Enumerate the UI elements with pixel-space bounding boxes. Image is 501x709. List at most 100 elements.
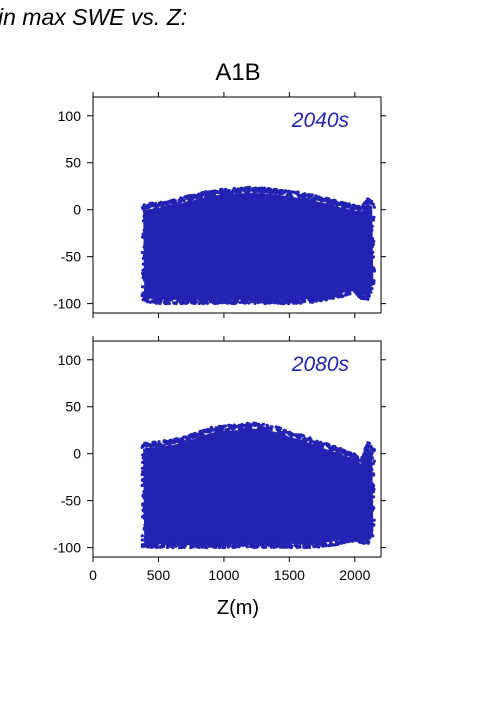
scatter-point bbox=[182, 199, 186, 203]
scatter-point bbox=[348, 203, 352, 207]
scatter-point bbox=[263, 186, 267, 191]
scatter-point bbox=[212, 189, 217, 193]
scatter-point bbox=[335, 203, 339, 207]
scatter-point bbox=[330, 296, 334, 300]
scatter-point bbox=[246, 188, 250, 192]
scatter-point bbox=[274, 191, 278, 195]
scatter-point bbox=[141, 291, 145, 295]
scatter-point bbox=[311, 300, 315, 304]
scatter-point bbox=[203, 300, 207, 305]
scatter-point bbox=[189, 300, 194, 304]
period-label: 2040s bbox=[291, 109, 350, 132]
y-tick-label: -50 bbox=[61, 493, 81, 509]
scatter-point bbox=[362, 295, 366, 299]
scatter-point bbox=[296, 190, 300, 194]
x-tick-label: 1500 bbox=[274, 567, 305, 583]
scatter-point bbox=[307, 196, 311, 200]
scatter-point bbox=[309, 193, 313, 197]
scatter-points bbox=[140, 421, 376, 550]
scatter-point bbox=[344, 202, 348, 206]
scatter-point bbox=[260, 189, 264, 193]
scatter-point bbox=[296, 299, 300, 304]
scatter-point bbox=[208, 300, 213, 304]
scatter-point bbox=[370, 287, 374, 291]
scatter-point bbox=[147, 205, 151, 209]
y-tick-label: -50 bbox=[61, 249, 81, 265]
scatter-point bbox=[266, 189, 270, 193]
scatter-point bbox=[326, 197, 330, 201]
scatter-point bbox=[313, 299, 317, 303]
scatter-point bbox=[232, 301, 236, 305]
scatter-point bbox=[179, 196, 183, 200]
scatter-point bbox=[372, 459, 376, 463]
scatter-point bbox=[257, 190, 261, 194]
scatter-point bbox=[140, 285, 145, 289]
scatter-point bbox=[185, 301, 190, 305]
scatter-point bbox=[372, 205, 376, 209]
scatter-point bbox=[328, 199, 332, 203]
scatter-point bbox=[249, 299, 253, 303]
scatter-point bbox=[167, 301, 171, 306]
scatter-point bbox=[331, 199, 336, 203]
scatter-point bbox=[286, 301, 290, 305]
scatter-point bbox=[301, 192, 305, 197]
scatter-point bbox=[223, 300, 228, 304]
scatter-point bbox=[358, 295, 362, 299]
scatter-point bbox=[340, 293, 344, 297]
page-title: in max SWE vs. Z: bbox=[0, 4, 188, 30]
x-tick-label: 1000 bbox=[208, 567, 239, 583]
scatter-point bbox=[280, 301, 284, 305]
scatter-point bbox=[339, 200, 343, 205]
scatter-point bbox=[142, 203, 146, 207]
scatter-point bbox=[185, 196, 189, 200]
scatter-point bbox=[205, 193, 209, 197]
scatter-point bbox=[314, 197, 318, 201]
scatter-point bbox=[191, 197, 195, 201]
scatter-point bbox=[283, 189, 287, 193]
scatter-point bbox=[257, 186, 261, 190]
y-tick-label: 0 bbox=[73, 446, 81, 462]
y-tick-label: -100 bbox=[53, 296, 81, 312]
scatter-point bbox=[263, 299, 267, 303]
scatter-point bbox=[232, 186, 236, 190]
scatter-point bbox=[371, 218, 376, 222]
scatter-point bbox=[273, 301, 277, 305]
scenario-title: A1B bbox=[215, 59, 260, 86]
scatter-point bbox=[155, 203, 159, 207]
scatter-point bbox=[172, 301, 176, 305]
scatter-points bbox=[140, 185, 376, 306]
scatter-point bbox=[159, 299, 163, 303]
scatter-point bbox=[323, 199, 327, 203]
scatter-point bbox=[155, 301, 159, 305]
x-tick-label: 2000 bbox=[339, 567, 370, 583]
scatter-point bbox=[364, 200, 368, 204]
y-tick-label: 100 bbox=[58, 352, 82, 368]
x-tick-label: 0 bbox=[89, 567, 97, 583]
scatter-point bbox=[216, 190, 220, 194]
scatter-point bbox=[199, 192, 203, 196]
scatter-point bbox=[170, 198, 174, 202]
scatter-point bbox=[178, 300, 183, 304]
scatter-point bbox=[253, 190, 258, 194]
scatter-point bbox=[158, 202, 162, 206]
scatter-point bbox=[357, 206, 361, 210]
scatter-point bbox=[210, 191, 214, 195]
scatter-point bbox=[239, 190, 243, 194]
scatter-point bbox=[299, 300, 303, 304]
scatter-point bbox=[253, 299, 257, 303]
plot-frame bbox=[92, 96, 382, 314]
scatter-point bbox=[264, 545, 268, 549]
scatter-point bbox=[287, 189, 291, 193]
scatter-point bbox=[238, 300, 242, 305]
y-tick-label: -100 bbox=[53, 540, 81, 556]
scatter-point bbox=[290, 190, 294, 194]
scatter-point bbox=[314, 194, 318, 198]
scatter-point bbox=[166, 200, 170, 204]
x-tick-label: 500 bbox=[147, 567, 171, 583]
scatter-point bbox=[275, 188, 279, 192]
scatter-point bbox=[320, 198, 324, 202]
scatter-point bbox=[341, 204, 345, 208]
scatter-point bbox=[220, 301, 224, 305]
